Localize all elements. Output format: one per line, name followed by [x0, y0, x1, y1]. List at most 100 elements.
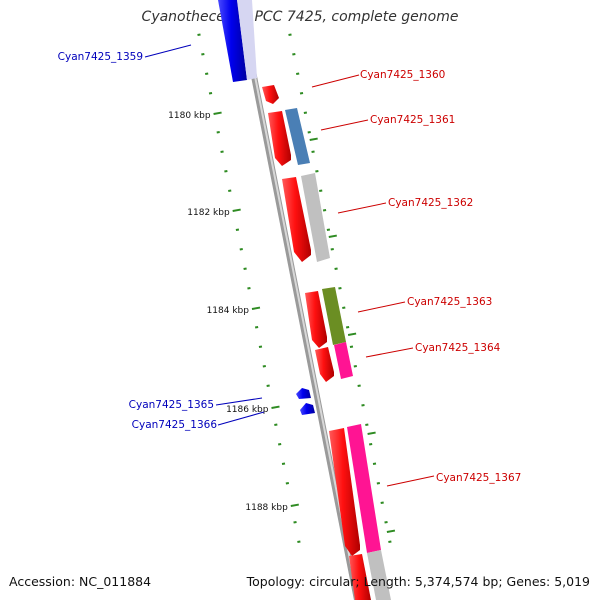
minor-tick	[288, 33, 292, 36]
gene-shape-continued	[349, 554, 371, 600]
gene-cog-continued	[367, 550, 391, 600]
gene-cog-1367	[347, 424, 381, 553]
gene-label-1366[interactable]: Cyan7425_1366	[132, 419, 218, 431]
gene-label-1363[interactable]: Cyan7425_1363	[407, 296, 492, 308]
major-tick	[251, 306, 261, 310]
minor-tick	[258, 345, 263, 348]
minor-tick	[205, 72, 209, 75]
tick-label: 1186 kbp	[226, 405, 269, 415]
gene-shape-1367	[329, 428, 360, 556]
minor-tick	[315, 169, 319, 173]
gene-label-1362[interactable]: Cyan7425_1362	[388, 197, 473, 209]
minor-tick	[201, 52, 205, 56]
genes-layer	[218, 0, 391, 600]
minor-tick	[380, 501, 384, 504]
gene-label-1364[interactable]: Cyan7425_1364	[415, 342, 501, 354]
minor-tick	[349, 345, 354, 348]
minor-tick	[262, 364, 266, 368]
gene-cog-1364	[334, 342, 353, 379]
gene-shape-1363	[305, 291, 327, 348]
major-ticks	[213, 111, 396, 533]
minor-ticks	[197, 33, 392, 543]
gene-cog-1361	[285, 108, 310, 165]
minor-tick	[266, 384, 270, 387]
leader-1361	[320, 119, 369, 131]
gene-cyan7425-1366[interactable]	[300, 403, 315, 415]
minor-tick	[281, 462, 286, 465]
backbone-line-inner	[239, 0, 359, 600]
minor-tick	[345, 325, 350, 329]
minor-tick	[326, 228, 331, 231]
strand-backbone	[236, 0, 360, 600]
minor-tick	[239, 247, 243, 251]
topology-text: Topology: circular; Length: 5,374,574 bp…	[246, 574, 590, 589]
gene-shape-1366	[300, 403, 315, 415]
gene-shape-1362	[282, 177, 311, 262]
gene-cyan7425-1360[interactable]	[262, 85, 279, 104]
minor-tick	[342, 306, 346, 309]
gene-cyan7425-1367[interactable]	[329, 424, 381, 556]
minor-tick	[311, 150, 315, 153]
minor-tick	[299, 91, 304, 95]
major-tick	[386, 529, 396, 533]
gene-shape-1360	[262, 85, 279, 104]
gene-label-1365[interactable]: Cyan7425_1365	[129, 399, 214, 411]
minor-tick	[235, 228, 240, 231]
minor-tick	[384, 520, 388, 524]
minor-tick	[296, 72, 300, 75]
gene-cog-1363	[322, 287, 346, 345]
minor-tick	[353, 364, 357, 368]
major-tick	[367, 431, 376, 435]
minor-tick	[197, 33, 201, 36]
gene-shape-1365	[296, 388, 311, 399]
gene-cyan7425-1362[interactable]	[282, 173, 330, 262]
gene-cog-1362	[301, 173, 330, 262]
leader-lines	[144, 44, 435, 487]
minor-tick	[361, 403, 365, 407]
major-tick	[213, 111, 222, 115]
minor-tick	[365, 423, 369, 426]
gene-shape-1359	[218, 0, 247, 82]
gene-shape-1361	[268, 111, 291, 166]
minor-tick	[285, 481, 290, 485]
leader-1359	[144, 44, 192, 58]
gene-cyan7425-1361[interactable]	[268, 108, 310, 166]
tick-labels: 1180 kbp 1182 kbp 1184 kbp 1186 kbp 1188 kbp	[168, 111, 288, 513]
gene-label-1361[interactable]: Cyan7425_1361	[370, 114, 455, 126]
minor-tick	[376, 481, 381, 485]
minor-tick	[307, 130, 311, 134]
minor-tick	[330, 247, 334, 251]
leader-1365	[215, 397, 263, 406]
gene-label-1360[interactable]: Cyan7425_1360	[360, 69, 445, 81]
tick-label: 1188 kbp	[245, 503, 288, 513]
minor-tick	[277, 442, 282, 446]
tick-label: 1184 kbp	[207, 306, 250, 316]
gene-cyan7425-1359[interactable]	[218, 0, 257, 82]
minor-tick	[334, 267, 338, 270]
gene-label-1359[interactable]: Cyan7425_1359	[58, 51, 143, 63]
gene-shape-1364	[315, 347, 334, 382]
minor-tick	[216, 130, 220, 134]
major-tick	[271, 405, 280, 409]
minor-tick	[372, 462, 377, 465]
minor-tick	[297, 540, 301, 543]
gene-cyan7425-1365[interactable]	[296, 388, 311, 399]
major-tick	[347, 332, 357, 336]
leader-1363	[357, 301, 406, 313]
gene-continued	[349, 550, 391, 600]
major-tick	[328, 234, 337, 238]
leader-1367	[386, 475, 435, 487]
tick-label: 1182 kbp	[187, 208, 230, 218]
gene-cyan7425-1364[interactable]	[315, 342, 353, 382]
leader-1364	[365, 347, 414, 358]
leader-1366	[217, 411, 265, 426]
gene-label-1367[interactable]: Cyan7425_1367	[436, 472, 521, 484]
minor-tick	[303, 111, 308, 114]
minor-tick	[208, 91, 213, 95]
major-tick	[232, 208, 241, 212]
minor-tick	[322, 208, 327, 212]
minor-tick	[228, 189, 232, 192]
gene-cyan7425-1363[interactable]	[305, 287, 346, 348]
minor-tick	[292, 52, 296, 56]
